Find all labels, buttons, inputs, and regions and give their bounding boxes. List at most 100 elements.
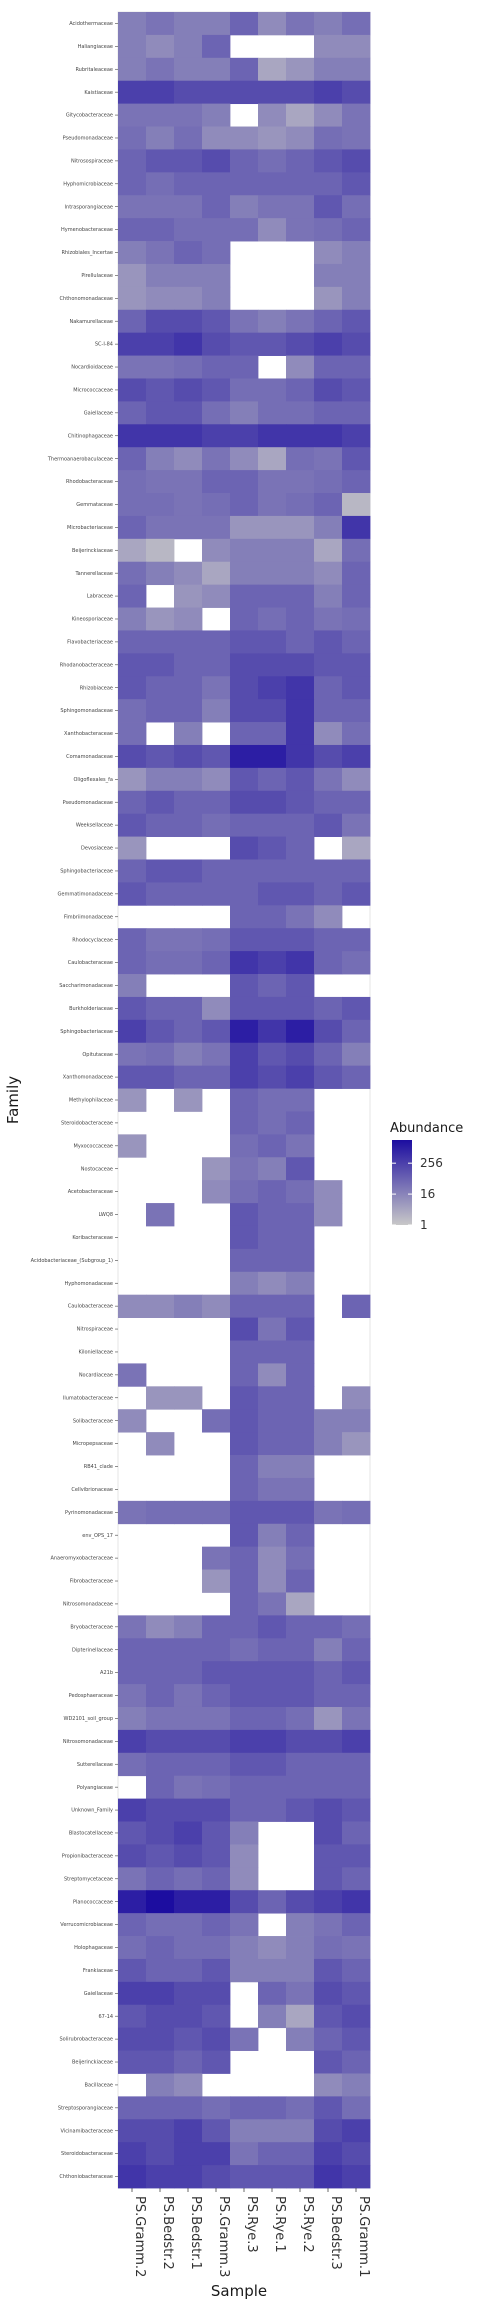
heatmap-cell [314, 34, 343, 59]
heatmap-cell [286, 1775, 315, 1800]
heatmap-cell [342, 2096, 371, 2120]
heatmap-cell [258, 470, 287, 494]
heatmap-cell [286, 1363, 315, 1387]
heatmap-cell [342, 1867, 371, 1891]
heatmap-cell [230, 1157, 259, 1181]
heatmap-cell [174, 1065, 203, 1089]
heatmap-cell [230, 1615, 259, 1639]
heatmap-cell [314, 676, 343, 700]
heatmap-cell [146, 767, 175, 792]
heatmap-cell [286, 1019, 315, 1044]
heatmap-cell [342, 813, 371, 837]
heatmap-cell [202, 1684, 231, 1708]
heatmap-cell [230, 378, 259, 402]
heatmap-cell [314, 218, 343, 242]
x-axis-title: Sample [211, 2282, 267, 2300]
heatmap-cell [230, 1432, 259, 1456]
heatmap-cell [342, 1821, 371, 1845]
heatmap-cell [230, 722, 259, 746]
heatmap-cell [146, 1661, 175, 1685]
heatmap-cell [230, 1477, 259, 1502]
heatmap-cell [342, 1294, 371, 1318]
heatmap-cell [118, 309, 147, 334]
heatmap-cell [314, 241, 343, 265]
heatmap-cell [258, 1042, 287, 1067]
heatmap-cell [286, 447, 315, 471]
heatmap-cell [230, 493, 259, 517]
y-tick-label: Gemmatimonadaceae [58, 891, 113, 897]
heatmap-cell [230, 1088, 259, 1112]
heatmap-cell [314, 2027, 343, 2051]
y-tick-label: Nostocaceae [81, 1166, 113, 1172]
y-tick-label: Devosiaceae [81, 846, 113, 852]
y-tick-label: Sphingobacteriaceae [60, 869, 113, 875]
heatmap-cell [202, 57, 231, 82]
heatmap-cell [342, 12, 371, 36]
heatmap-cell [118, 2165, 147, 2189]
legend-title: Abundance [390, 1121, 463, 1136]
heatmap-cell [230, 515, 259, 540]
heatmap-cell [118, 1134, 147, 1158]
heatmap-cell [286, 1546, 315, 1570]
heatmap-cell [118, 1019, 147, 1044]
heatmap-cell [230, 1706, 259, 1731]
heatmap-cell [314, 12, 343, 36]
heatmap-cell [174, 2119, 203, 2143]
heatmap-cell [118, 103, 147, 127]
heatmap-cell [202, 241, 231, 265]
heatmap-cell [174, 1981, 203, 2006]
y-tick-label: Sphingobacteriaceae [60, 1029, 113, 1035]
heatmap-cell [286, 355, 315, 379]
heatmap-cell [146, 1684, 175, 1708]
heatmap-cell [258, 1775, 287, 1800]
heatmap-cell [342, 286, 371, 311]
heatmap-cell [286, 859, 315, 883]
heatmap-cell [258, 309, 287, 334]
heatmap-cell [202, 218, 231, 242]
heatmap-cell [146, 2004, 175, 2029]
heatmap-cell [342, 2027, 371, 2051]
heatmap-cell [146, 2096, 175, 2120]
heatmap-cell [174, 1844, 203, 1868]
y-tick-label: Rhodocyclaceae [72, 937, 113, 943]
heatmap-cell [314, 515, 343, 540]
heatmap-cell [174, 126, 203, 150]
heatmap-cell [202, 2050, 231, 2074]
heatmap-cell [258, 1065, 287, 1089]
heatmap-cell [230, 1203, 259, 1227]
y-tick-label: Blastocatellaceae [69, 1831, 113, 1837]
heatmap-cell [286, 332, 315, 356]
y-tick-label: Propionibacteraceae [62, 1853, 113, 1859]
heatmap-cell [258, 1088, 287, 1112]
heatmap-cell [146, 263, 175, 288]
y-tick-label: Chitinophagaceae [68, 433, 113, 439]
heatmap-cell [146, 630, 175, 654]
heatmap-cell [174, 722, 203, 746]
heatmap-cell [342, 1019, 371, 1044]
heatmap-cell [342, 1752, 371, 1777]
heatmap-cell [174, 1821, 203, 1845]
heatmap-cell [286, 1294, 315, 1318]
heatmap-cell [286, 1180, 315, 1204]
heatmap-cell [174, 1615, 203, 1639]
heatmap-cell [118, 470, 147, 494]
heatmap-cell [202, 126, 231, 150]
y-tick-label: A21b [100, 1670, 113, 1676]
heatmap-cell [230, 12, 259, 36]
y-tick-label: Ilumatobacteraceae [63, 1395, 113, 1401]
heatmap-cell [202, 470, 231, 494]
heatmap-cell [146, 2119, 175, 2143]
heatmap-cell [314, 1019, 343, 1044]
heatmap-cell [118, 241, 147, 265]
heatmap-cell [258, 1684, 287, 1708]
heatmap-cell [286, 57, 315, 82]
heatmap-cell [342, 1844, 371, 1868]
heatmap-cell [258, 218, 287, 242]
heatmap-cell [230, 1798, 259, 1822]
heatmap-cell [258, 103, 287, 127]
y-tick-label: Xanthomonadaceae [63, 1075, 113, 1081]
heatmap-cell [230, 630, 259, 654]
heatmap-cell [202, 1569, 231, 1593]
heatmap-cell [286, 722, 315, 746]
y-tick-label: Cellvibrionaceae [71, 1487, 113, 1493]
